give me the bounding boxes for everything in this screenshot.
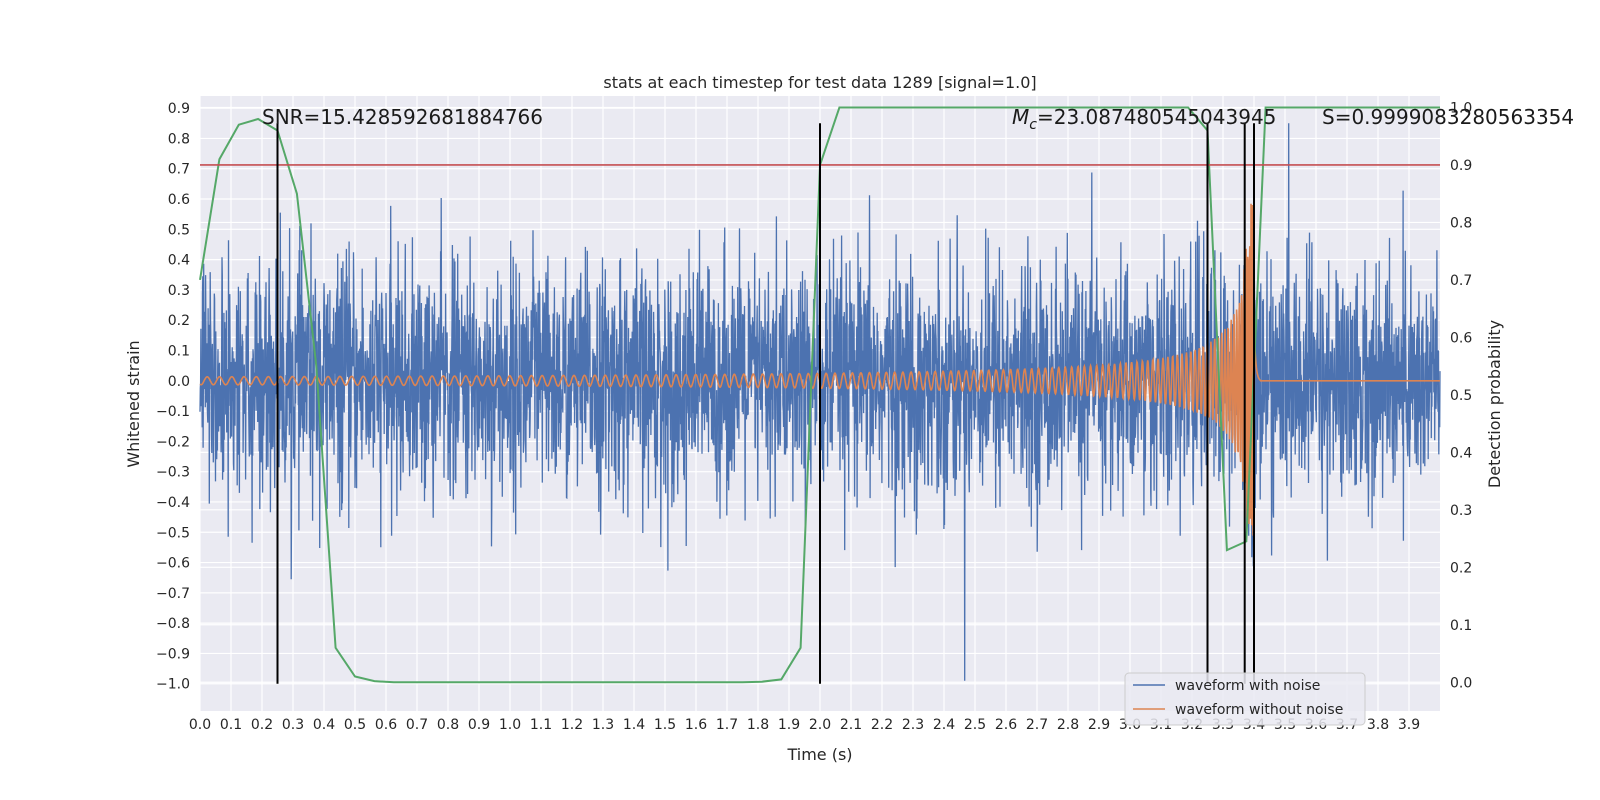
- x-tick-label: 0.3: [282, 717, 304, 733]
- x-tick-label: 2.8: [1057, 717, 1079, 733]
- y-right-tick-label: 0.6: [1450, 330, 1472, 346]
- vertical-markers: [276, 123, 1255, 684]
- right-y-axis-label: Detection probability: [1485, 320, 1504, 488]
- x-tick-label: 1.7: [716, 717, 738, 733]
- x-tick-label: 1.2: [561, 717, 583, 733]
- x-tick-label: 0.9: [468, 717, 490, 733]
- y-right-tick-label: 0.8: [1450, 215, 1472, 231]
- legend-label-noisy: waveform with noise: [1175, 678, 1320, 694]
- y-left-tick-label: −0.8: [156, 616, 190, 632]
- y-right-tick-label: 0.2: [1450, 560, 1472, 576]
- x-tick-label: 3.9: [1398, 717, 1420, 733]
- y-left-tick-label: 0.6: [168, 192, 190, 208]
- x-tick-label: 2.1: [840, 717, 862, 733]
- x-tick-label: 1.3: [592, 717, 614, 733]
- chart-title: stats at each timestep for test data 128…: [603, 73, 1036, 92]
- y-left-tick-label: −0.6: [156, 556, 190, 572]
- x-tick-label: 2.0: [809, 717, 831, 733]
- x-tick-label: 2.2: [871, 717, 893, 733]
- legend-box: [1124, 672, 1366, 726]
- x-tick-label: 1.4: [623, 717, 645, 733]
- y-left-tick-label: −0.2: [156, 434, 190, 450]
- y-left-tick-label: −0.5: [156, 525, 190, 541]
- y-left-tick-label: 0.2: [168, 313, 190, 329]
- x-tick-label: 2.3: [902, 717, 924, 733]
- y-left-tick-label: −0.1: [156, 404, 190, 420]
- chirp-mass-symbol: M: [1012, 105, 1029, 129]
- y-right-tick-label: 1.0: [1450, 100, 1472, 116]
- x-tick-label: 1.0: [499, 717, 521, 733]
- y-right-tick-label: 0.3: [1450, 503, 1472, 519]
- x-tick-label: 2.9: [1088, 717, 1110, 733]
- chirp-mass-annotation: Mc=23.087480545043945: [1012, 105, 1276, 133]
- y-left-tick-label: 0.1: [168, 343, 190, 359]
- x-tick-label: 2.5: [964, 717, 986, 733]
- x-tick-label: 2.6: [995, 717, 1017, 733]
- x-tick-label: 1.9: [778, 717, 800, 733]
- x-tick-label: 2.7: [1026, 717, 1048, 733]
- x-tick-label: 0.5: [344, 717, 366, 733]
- x-tick-label: 0.0: [189, 717, 211, 733]
- right-y-axis-ticks: 1.0 0.9 0.8 0.7 0.6 0.5 0.4 0.3 0.2 0.1 0.0: [1450, 100, 1472, 691]
- left-y-axis-label: Whitened strain: [124, 340, 143, 467]
- y-left-tick-label: 0.4: [168, 253, 190, 269]
- y-left-tick-label: 0.8: [168, 131, 190, 147]
- x-tick-label: 3.8: [1367, 717, 1389, 733]
- x-tick-label: 1.8: [747, 717, 769, 733]
- x-tick-label: 0.2: [251, 717, 273, 733]
- chirp-mass-value: =23.087480545043945: [1037, 105, 1276, 129]
- x-tick-label: 1.1: [530, 717, 552, 733]
- legend-label-clean: waveform without noise: [1175, 702, 1343, 718]
- legend: waveform with noise waveform without noi…: [1124, 672, 1366, 726]
- x-tick-label: 0.8: [437, 717, 459, 733]
- chirp-mass-subscript: c: [1029, 117, 1037, 133]
- y-left-tick-label: 0.7: [168, 162, 190, 178]
- x-tick-label: 0.6: [375, 717, 397, 733]
- x-tick-label: 1.6: [685, 717, 707, 733]
- y-left-tick-label: −0.4: [156, 495, 190, 511]
- y-left-tick-label: −0.3: [156, 465, 190, 481]
- y-left-tick-label: 0.0: [168, 374, 190, 390]
- y-right-tick-label: 0.9: [1450, 158, 1472, 174]
- y-left-tick-label: −0.9: [156, 646, 190, 662]
- y-left-tick-label: 0.5: [168, 222, 190, 238]
- x-tick-label: 0.7: [406, 717, 428, 733]
- y-right-tick-label: 0.4: [1450, 445, 1472, 461]
- y-left-tick-label: −0.7: [156, 586, 190, 602]
- x-tick-label: 0.1: [220, 717, 242, 733]
- score-annotation: S=0.9999083280563354: [1322, 105, 1574, 129]
- x-tick-label: 0.4: [313, 717, 335, 733]
- snr-annotation: SNR=15.428592681884766: [262, 105, 543, 129]
- x-tick-label: 1.5: [654, 717, 676, 733]
- y-right-tick-label: 0.5: [1450, 388, 1472, 404]
- y-left-tick-label: 0.3: [168, 283, 190, 299]
- y-right-tick-label: 0.1: [1450, 618, 1472, 634]
- detection-probability-line: [199, 106, 1440, 684]
- x-tick-label: 2.4: [933, 717, 955, 733]
- y-left-tick-label: −1.0: [156, 677, 190, 693]
- y-left-tick-label: 0.9: [168, 101, 190, 117]
- left-y-axis-ticks: 0.9 0.8 0.7 0.6 0.5 0.4 0.3 0.2 0.1 0.0 −0.1 −0.2 −0…: [156, 101, 190, 693]
- y-right-tick-label: 0.7: [1450, 273, 1472, 289]
- x-axis-label: Time (s): [786, 745, 852, 764]
- y-right-tick-label: 0.0: [1450, 675, 1472, 691]
- detection-probability-series: [199, 106, 1440, 684]
